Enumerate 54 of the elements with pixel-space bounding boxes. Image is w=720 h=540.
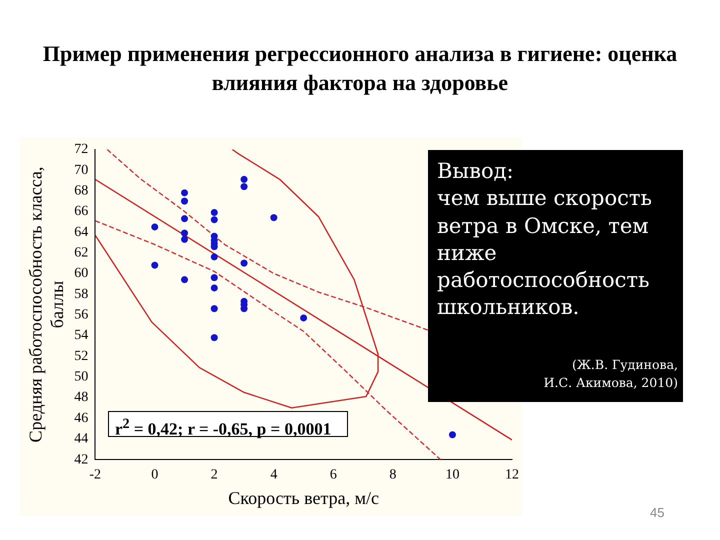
point (181, 230, 188, 237)
y-tick-label: 56 (74, 308, 88, 323)
annotation: Вывод: чем выше скорость ветра в Омске, тем ниже работоспособность школьников. (437, 159, 652, 320)
y-tick-label: 42 (74, 452, 88, 468)
point (240, 305, 248, 312)
y-tick-label: 64 (74, 224, 88, 240)
point (151, 262, 158, 269)
point (210, 334, 218, 342)
point (210, 305, 218, 312)
y-tick-label: 70 (74, 162, 88, 178)
text: (Ж.В. Гудинова, И.С. Акимова, 2010) (542, 356, 678, 391)
y-tick-label: 54 (74, 328, 88, 344)
point (210, 253, 218, 260)
point (210, 284, 218, 292)
point (151, 223, 158, 230)
y-tick-label: 50 (74, 370, 88, 385)
x-tick-label: 10 (445, 468, 460, 483)
point (181, 215, 188, 222)
text: 45 (650, 505, 664, 520)
annotation: r$^{2}$ = 0,42; r = -0,65, p = 0,0001 (108, 411, 348, 439)
x-tick-label: -2 (89, 468, 102, 483)
y-tick-label: 66 (74, 204, 88, 220)
point (210, 274, 218, 282)
y-tick-label: 58 (74, 286, 88, 302)
y-tick-label: 72 (74, 142, 88, 158)
point (448, 431, 456, 438)
y-tick-label: 52 (74, 348, 88, 364)
x-tick-label: 4 (270, 468, 278, 483)
point (300, 314, 308, 322)
point (210, 216, 218, 224)
point (270, 214, 278, 222)
x-tick-label: 6 (330, 468, 337, 483)
line-series (106, 149, 430, 331)
x-tick-label: 8 (389, 468, 396, 483)
point (240, 260, 248, 267)
point (210, 208, 218, 216)
y-tick-label: 62 (74, 245, 88, 260)
y-tick-label: 60 (74, 266, 88, 282)
y-tick-label: 46 (74, 410, 88, 426)
x-tick-label: 12 (505, 468, 519, 483)
y-tick-label: 48 (74, 390, 88, 406)
point (181, 276, 188, 284)
point (240, 183, 248, 190)
point (181, 189, 188, 196)
y-tick-label: 68 (74, 183, 88, 198)
chart-title: Пример применения регрессионного анализа в гигиене: оценка влияния фактора на здоровье (42, 40, 678, 97)
point (181, 198, 188, 205)
point (181, 236, 188, 243)
x-axis-title: Скорость ветра, м/с (228, 488, 379, 508)
y-tick-label: 44 (74, 432, 88, 447)
x-tick-label: 0 (151, 468, 158, 483)
y-axis-title: Средняя работоспособность класса, баллы (26, 166, 68, 442)
x-tick-label: 2 (210, 468, 218, 483)
point (240, 176, 248, 183)
